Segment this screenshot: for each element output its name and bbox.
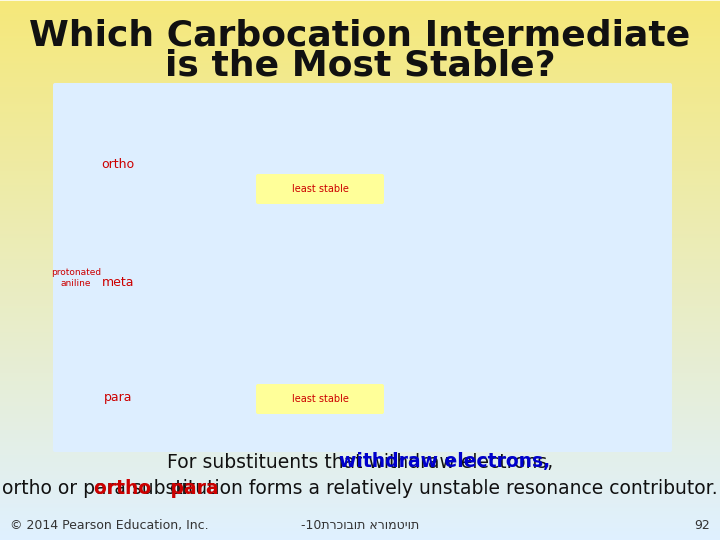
Text: protonated
aniline: protonated aniline — [51, 268, 101, 288]
Text: Which Carbocation Intermediate: Which Carbocation Intermediate — [30, 18, 690, 52]
Text: or: or — [135, 478, 585, 497]
FancyBboxPatch shape — [256, 174, 384, 204]
Text: 92: 92 — [694, 519, 710, 532]
Text: © 2014 Pearson Education, Inc.: © 2014 Pearson Education, Inc. — [10, 519, 209, 532]
Text: least stable: least stable — [292, 184, 348, 194]
FancyBboxPatch shape — [256, 384, 384, 414]
Text: -10תרכובות ארומטיות: -10תרכובות ארומטיות — [301, 519, 419, 532]
Text: is the Most Stable?: is the Most Stable? — [165, 49, 555, 83]
Text: least stable: least stable — [292, 394, 348, 404]
Text: ortho or para substitution forms a relatively unstable resonance contributor.: ortho or para substitution forms a relat… — [2, 478, 718, 497]
FancyBboxPatch shape — [53, 83, 672, 452]
Text: ortho: ortho — [102, 159, 135, 172]
Text: ortho: ortho — [94, 478, 626, 497]
Text: para: para — [104, 392, 132, 404]
Text: For substituents that withdraw electrons,: For substituents that withdraw electrons… — [167, 453, 553, 471]
Text: meta: meta — [102, 275, 134, 288]
Text: withdraw electrons,: withdraw electrons, — [170, 453, 550, 471]
Text: para: para — [112, 478, 608, 497]
